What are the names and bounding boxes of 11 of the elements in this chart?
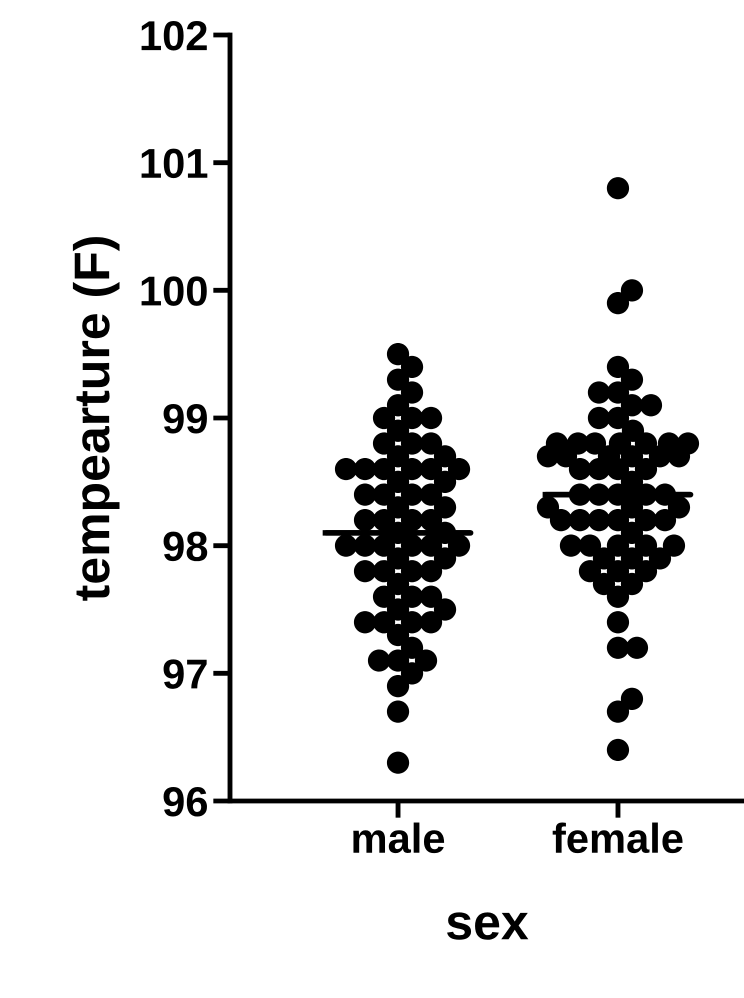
y-tick-label: 101 bbox=[142, 148, 208, 178]
x-tick-label: female bbox=[552, 822, 683, 854]
y-tick-label: 100 bbox=[142, 276, 207, 306]
y-tick-label: 99 bbox=[164, 404, 207, 434]
y-tick-label: 96 bbox=[164, 787, 207, 817]
x-tick-label: male bbox=[353, 822, 444, 854]
x-axis-title: sex bbox=[447, 912, 528, 940]
y-tick-label: 98 bbox=[164, 532, 208, 562]
y-tick-label: 97 bbox=[164, 659, 207, 689]
y-axis-title: tempearture (F) bbox=[72, 237, 120, 601]
y-tick-label: 102 bbox=[142, 21, 207, 51]
